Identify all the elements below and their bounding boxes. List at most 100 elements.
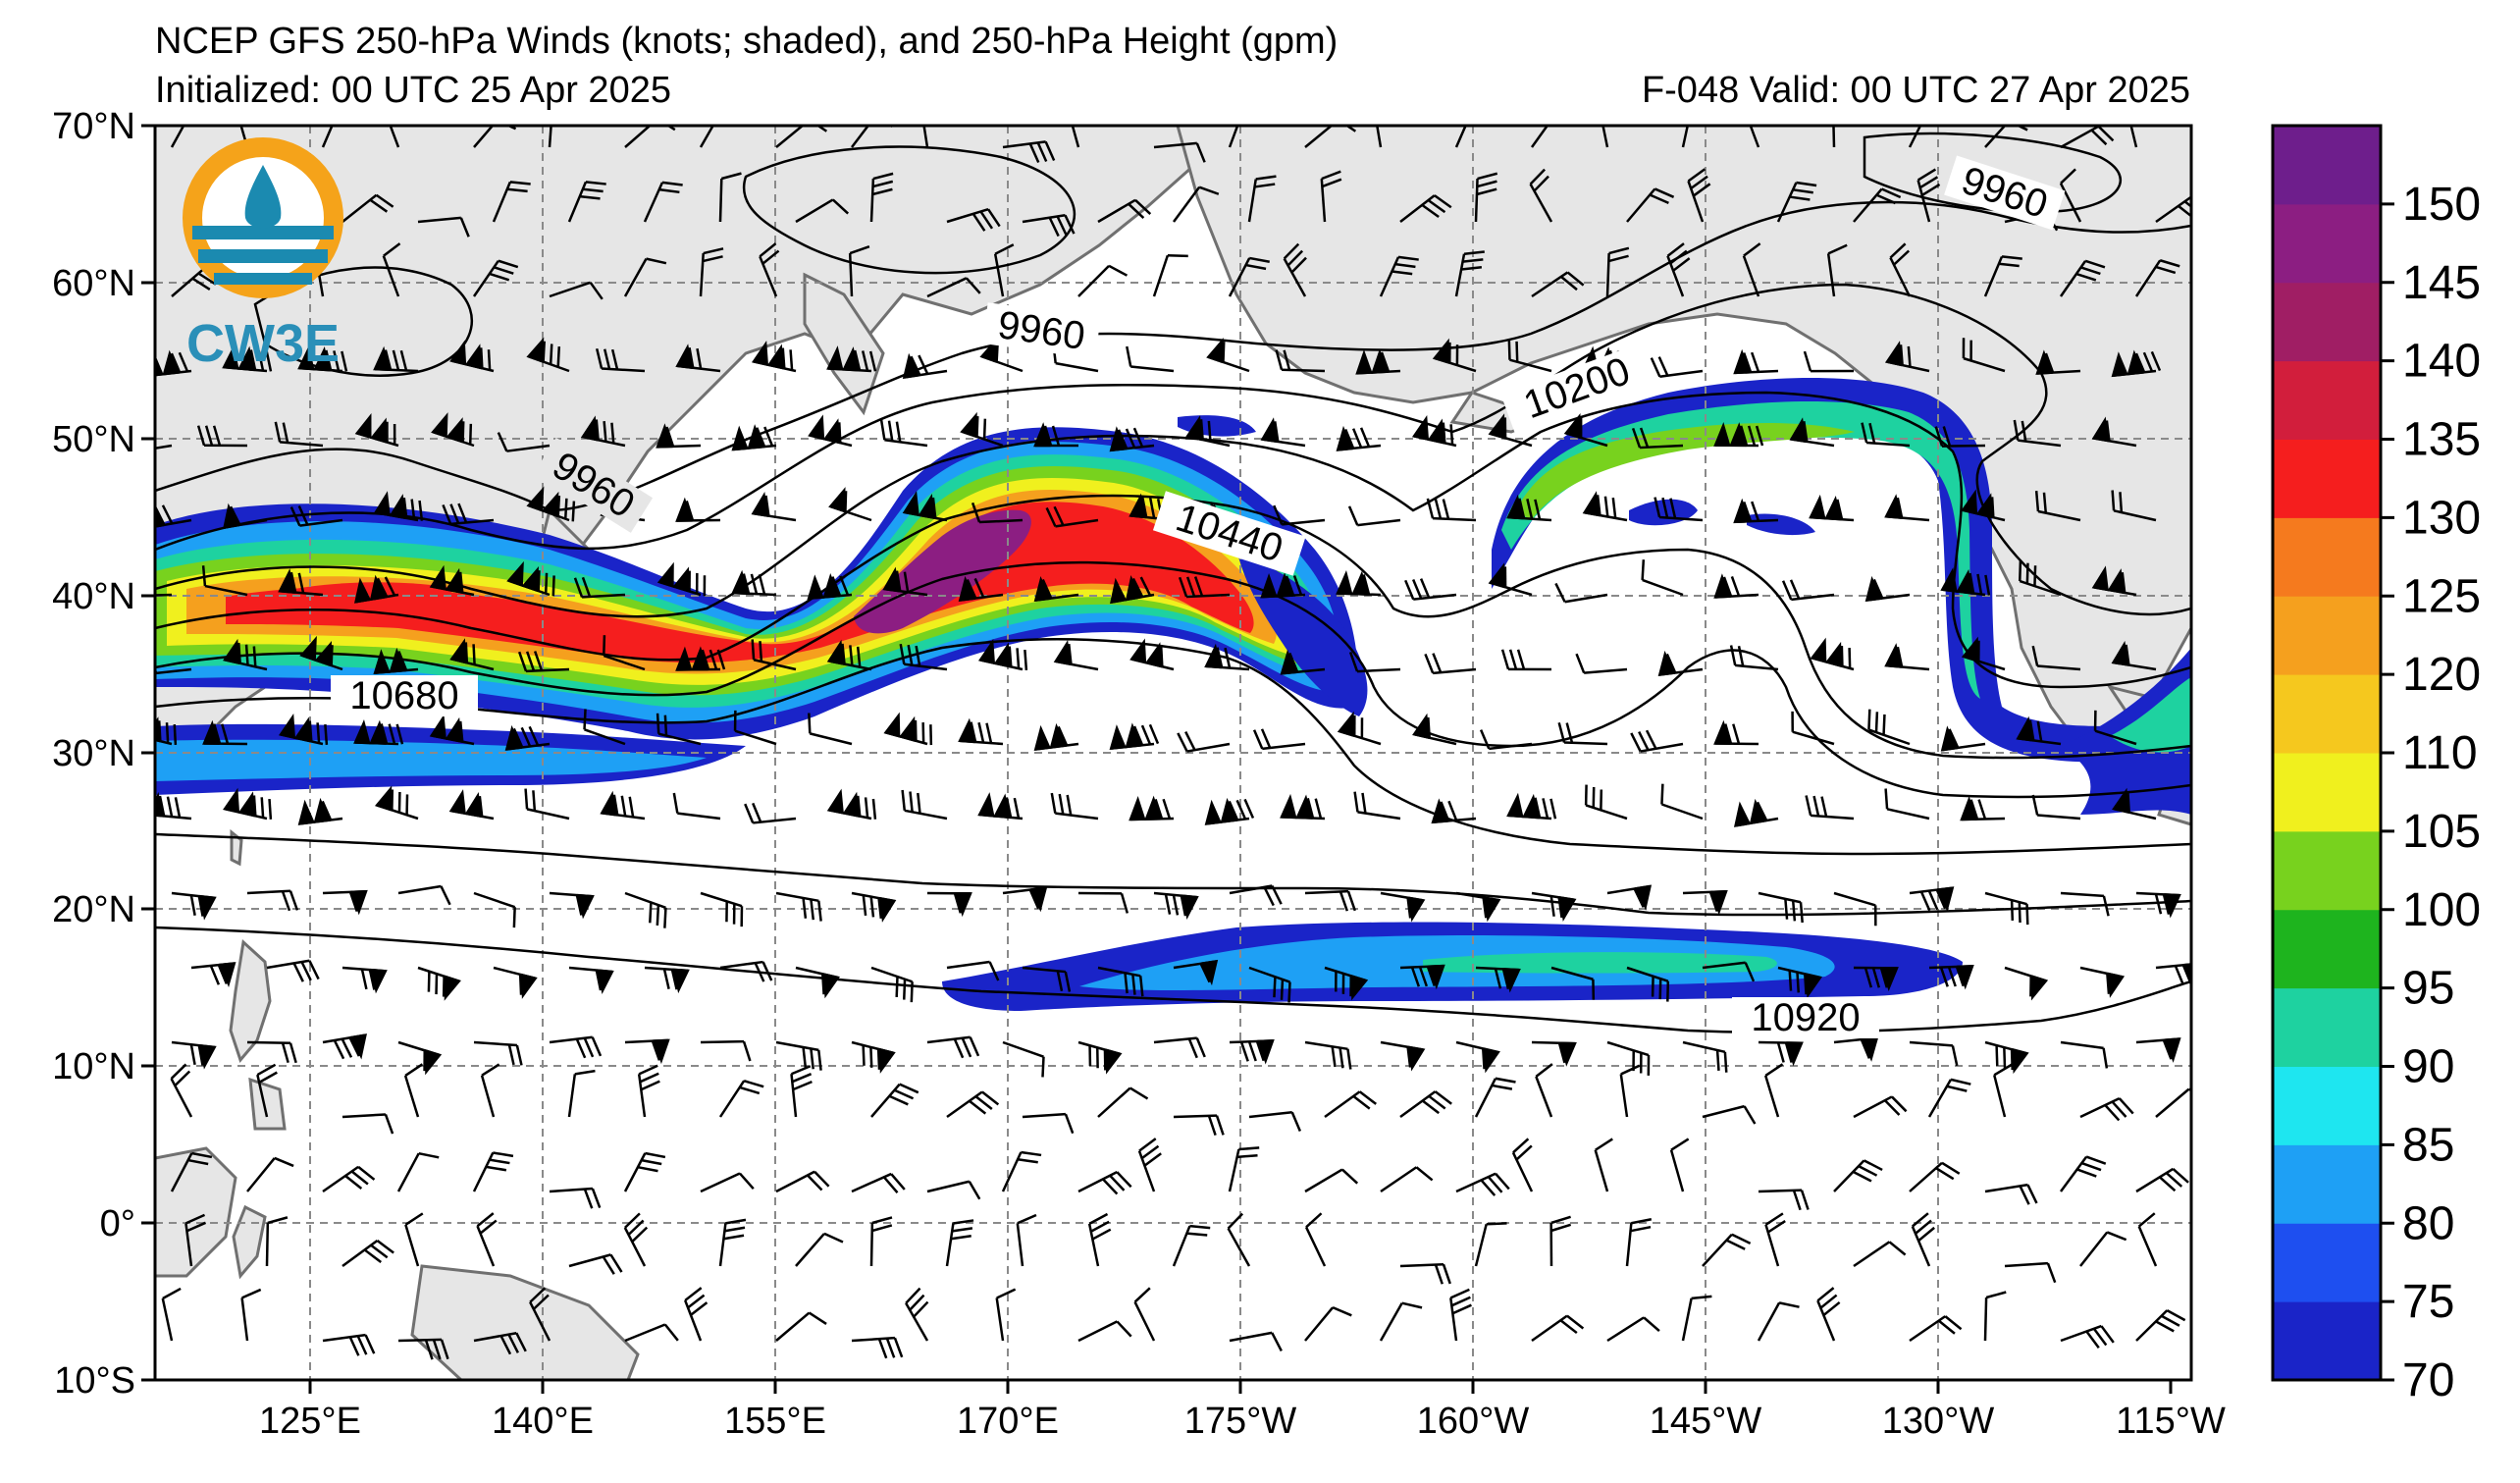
wind-barb	[1204, 797, 1255, 825]
philippines	[229, 939, 272, 1063]
wind-barb	[1474, 172, 1498, 223]
wind-barb	[1050, 792, 1099, 821]
wind-barb	[1129, 638, 1175, 671]
wind-barb	[1022, 214, 1076, 238]
lat-labels: 70°N 60°N 50°N 40°N 30°N 20°N 10°N 0° 10…	[52, 106, 135, 1402]
lat-label: 50°N	[52, 419, 135, 460]
wind-barb	[946, 207, 1001, 232]
wind-barb	[1337, 711, 1382, 746]
wind-barb	[1657, 650, 1704, 676]
wind-barb	[171, 1040, 217, 1070]
wind-barb	[1605, 246, 1630, 297]
wind-barb	[1304, 126, 1357, 148]
wind-barb	[1275, 349, 1326, 373]
wind-barb	[1404, 578, 1457, 601]
wind-barb	[1960, 796, 2006, 821]
wind-barb	[1097, 198, 1152, 224]
wind-barb	[1853, 187, 1902, 223]
wind-barb	[1531, 1314, 1585, 1343]
wind-barb	[476, 1212, 498, 1267]
wind-barb	[417, 966, 461, 1001]
wind-barb	[1833, 1159, 1883, 1192]
wind-barb	[1884, 788, 1930, 821]
wind-barb	[526, 486, 576, 522]
wind-speed-shading	[155, 378, 2191, 1011]
wind-barb	[731, 424, 777, 451]
wind-barb	[184, 1213, 207, 1267]
wind-barb	[718, 1218, 747, 1267]
wind-barb	[1884, 494, 1930, 522]
colorbar-swatch	[2273, 674, 2381, 754]
wind-barb	[700, 1039, 752, 1062]
wind-barb	[246, 1040, 297, 1064]
wind-barb	[289, 505, 343, 527]
wind-barb	[1713, 719, 1759, 746]
wind-barb	[1077, 1040, 1123, 1075]
chart-title: NCEP GFS 250-hPa Winds (knots; shaded), …	[155, 21, 1339, 62]
wind-barb	[1097, 966, 1144, 997]
wind-barb	[1348, 651, 1401, 673]
wind-barb	[882, 566, 928, 597]
wind-barb	[623, 1151, 666, 1192]
wind-barb	[223, 638, 268, 671]
wind-barb	[775, 1040, 822, 1071]
wind-barb	[1733, 498, 1779, 524]
wind-barb	[1399, 194, 1452, 223]
colorbar-swatch	[2273, 282, 2381, 362]
wind-barb	[1531, 1040, 1577, 1067]
wind-barb	[223, 503, 268, 530]
wind-barb	[2111, 490, 2157, 522]
wind-barb	[2091, 565, 2137, 597]
wind-barb	[1304, 1212, 1327, 1267]
wind-barb	[442, 503, 495, 526]
wind-barb	[684, 1287, 709, 1342]
wind-barb	[1666, 242, 1691, 297]
lat-label: 0°	[100, 1203, 135, 1245]
wind-barb	[472, 1151, 514, 1192]
wind-barb	[567, 1069, 596, 1118]
wind-barb	[2135, 1037, 2181, 1063]
wind-barb	[848, 245, 870, 297]
wind-barb	[1864, 575, 1911, 603]
wind-barb	[1928, 965, 1974, 990]
wind-barb	[1248, 1111, 1302, 1132]
wind-barb	[278, 568, 324, 597]
wind-barb	[1777, 966, 1822, 999]
wind-barb	[1137, 1138, 1162, 1192]
philippines-south	[248, 1077, 287, 1131]
wind-barb	[958, 575, 1004, 603]
wind-barb	[1077, 1171, 1132, 1195]
wind-barb	[1260, 417, 1306, 448]
wind-barb	[1280, 793, 1326, 821]
wind-barb	[1763, 1063, 1784, 1118]
wind-barb	[1702, 1233, 1752, 1267]
wind-barb	[493, 966, 538, 999]
colorbar-swatch	[2273, 360, 2381, 440]
wind-barb	[1273, 504, 1326, 526]
wind-barb	[1654, 497, 1704, 522]
contour-label: 10920	[1751, 996, 1860, 1039]
wind-barb	[1682, 889, 1728, 916]
wind-barb	[1152, 254, 1188, 297]
wind-barb	[1380, 1040, 1426, 1072]
wind-barb	[699, 247, 724, 297]
colorbar-tick-label: 80	[2402, 1197, 2454, 1249]
wind-barb	[1529, 168, 1553, 223]
wind-barb	[1455, 1172, 1510, 1196]
colorbar-swatch	[2273, 1144, 2381, 1224]
wind-barb	[573, 576, 626, 599]
wind-barb	[870, 966, 914, 1003]
wind-barb	[1713, 421, 1764, 448]
wind-barb	[2060, 891, 2110, 917]
wind-barb	[341, 1239, 394, 1268]
colorbar-tick-label: 85	[2402, 1119, 2454, 1171]
wind-barb	[2155, 195, 2191, 224]
wind-barb	[1077, 264, 1129, 297]
wind-barb	[1833, 891, 1877, 927]
colorbar-swatch	[2273, 517, 2381, 597]
wind-barb	[1475, 966, 1521, 993]
colorbar-tick-label: 130	[2402, 492, 2481, 544]
colorbar-swatch	[2273, 596, 2381, 675]
wind-barb	[353, 574, 399, 604]
wind-barb	[373, 647, 419, 675]
